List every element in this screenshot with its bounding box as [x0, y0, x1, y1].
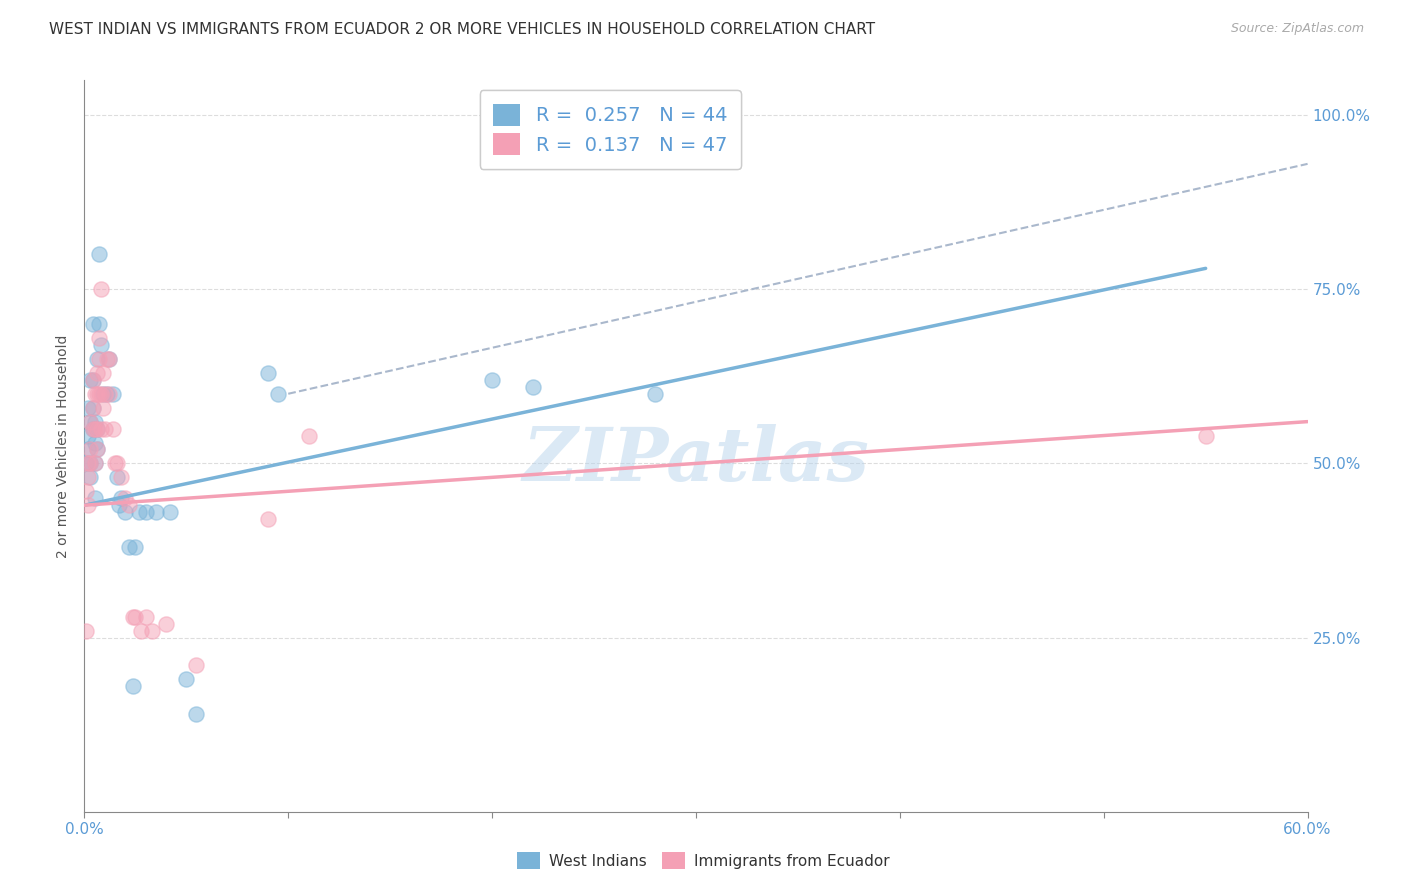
Point [131, 624, 153, 638]
Point [79, 442, 101, 457]
Point [122, 679, 145, 693]
Point [105, 457, 128, 471]
Point [108, 498, 131, 512]
Point [101, 386, 124, 401]
Point [79, 373, 101, 387]
Point [79, 415, 101, 429]
Point [86, 386, 108, 401]
Point [77, 401, 100, 415]
Point [82, 421, 104, 435]
Point [141, 624, 163, 638]
Point [87, 317, 110, 331]
Legend: R =  0.257   N = 44, R =  0.137   N = 47: R = 0.257 N = 44, R = 0.137 N = 47 [479, 90, 741, 169]
Point [522, 380, 544, 394]
Point [83, 415, 105, 429]
Point [86, 351, 108, 366]
Point [87, 247, 110, 261]
Point [159, 505, 181, 519]
Legend: West Indians, Immigrants from Ecuador: West Indians, Immigrants from Ecuador [510, 846, 896, 875]
Point [91, 386, 114, 401]
Point [97, 351, 120, 366]
Point [118, 498, 141, 512]
Point [82, 317, 104, 331]
Point [83, 457, 105, 471]
Point [82, 373, 104, 387]
Point [79, 470, 101, 484]
Point [90, 421, 112, 435]
Point [110, 470, 132, 484]
Point [77, 457, 100, 471]
Point [124, 540, 146, 554]
Point [83, 491, 105, 506]
Point [118, 540, 141, 554]
Point [128, 505, 150, 519]
Point [186, 707, 208, 722]
Point [186, 658, 208, 673]
Point [122, 609, 145, 624]
Point [82, 401, 104, 415]
Point [86, 421, 108, 435]
Point [77, 470, 100, 484]
Point [79, 457, 101, 471]
Point [87, 351, 110, 366]
Point [114, 491, 136, 506]
Point [83, 435, 105, 450]
Point [87, 386, 110, 401]
Point [75, 457, 97, 471]
Point [257, 512, 280, 526]
Point [135, 505, 157, 519]
Point [77, 428, 100, 442]
Point [644, 386, 666, 401]
Point [110, 491, 132, 506]
Point [75, 624, 97, 638]
Point [174, 673, 197, 687]
Y-axis label: 2 or more Vehicles in Household: 2 or more Vehicles in Household [56, 334, 70, 558]
Point [93, 386, 115, 401]
Point [90, 282, 112, 296]
Point [83, 386, 105, 401]
Point [91, 366, 114, 380]
Point [104, 457, 127, 471]
Point [114, 505, 136, 519]
Point [77, 442, 100, 457]
Point [97, 386, 120, 401]
Point [82, 373, 104, 387]
Point [257, 366, 280, 380]
Point [1195, 428, 1218, 442]
Point [96, 386, 118, 401]
Point [97, 351, 120, 366]
Point [77, 498, 100, 512]
Point [96, 351, 118, 366]
Point [267, 386, 290, 401]
Point [79, 415, 101, 429]
Point [145, 505, 167, 519]
Point [93, 421, 115, 435]
Point [86, 366, 108, 380]
Point [82, 401, 104, 415]
Point [82, 421, 104, 435]
Text: WEST INDIAN VS IMMIGRANTS FROM ECUADOR 2 OR MORE VEHICLES IN HOUSEHOLD CORRELATI: WEST INDIAN VS IMMIGRANTS FROM ECUADOR 2… [49, 22, 876, 37]
Point [83, 421, 105, 435]
Point [86, 442, 108, 457]
Point [75, 484, 97, 499]
Text: Source: ZipAtlas.com: Source: ZipAtlas.com [1230, 22, 1364, 36]
Point [83, 457, 105, 471]
Point [298, 428, 321, 442]
Point [86, 442, 108, 457]
Point [155, 616, 177, 631]
Text: ZIPatlas: ZIPatlas [523, 425, 869, 497]
Point [87, 331, 110, 345]
Point [86, 421, 108, 435]
Point [124, 609, 146, 624]
Point [105, 470, 128, 484]
Point [101, 421, 124, 435]
Point [481, 373, 503, 387]
Point [79, 457, 101, 471]
Point [135, 609, 157, 624]
Point [90, 386, 112, 401]
Point [91, 401, 114, 415]
Point [90, 338, 112, 352]
